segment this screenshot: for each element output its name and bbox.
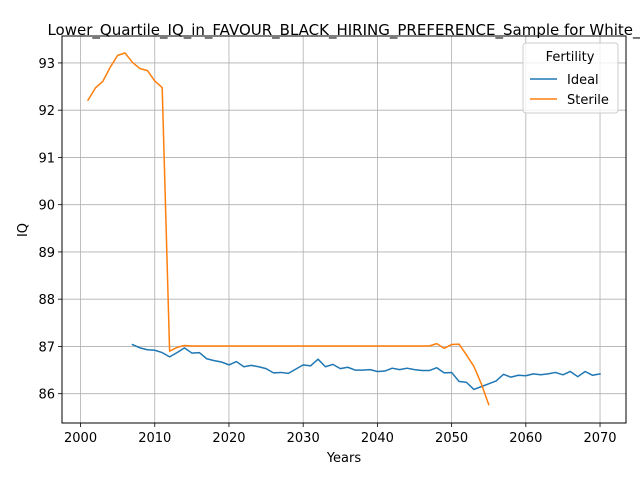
x-tick-label: 2000 — [64, 431, 97, 446]
legend-title: Fertility — [546, 50, 595, 65]
chart-title: Lower_Quartile_IQ_in_FAVOUR_BLACK_HIRING… — [47, 21, 640, 40]
legend: Fertility Ideal Sterile — [522, 42, 619, 114]
plot-frame — [61, 35, 627, 424]
legend-label-ideal: Ideal — [567, 73, 599, 88]
x-tick-label: 2050 — [435, 431, 468, 446]
series-line-sterile — [86, 52, 490, 406]
y-axis-label: IQ — [16, 223, 31, 237]
x-tick-label: 2060 — [509, 431, 542, 446]
legend-box — [522, 42, 619, 114]
y-tick-label: 88 — [38, 293, 55, 308]
x-axis-label: Years — [326, 451, 362, 466]
y-tick-label: 89 — [38, 246, 55, 261]
y-tick-label: 91 — [38, 151, 55, 166]
grid-lines — [62, 36, 626, 423]
y-tick-label: 92 — [38, 104, 55, 119]
y-tick-label: 87 — [38, 340, 55, 355]
series-line-ideal — [131, 343, 601, 391]
x-tick-label: 2070 — [583, 431, 616, 446]
x-tick-label: 2010 — [138, 431, 171, 446]
plot-lines — [86, 52, 601, 406]
y-tick-label: 90 — [38, 199, 55, 214]
x-tick-label: 2020 — [212, 431, 245, 446]
y-tick-label: 86 — [38, 388, 55, 403]
legend-label-sterile: Sterile — [567, 93, 609, 108]
x-tick-label: 2030 — [287, 431, 320, 446]
y-tick-label: 93 — [38, 57, 55, 72]
y-axis-ticks: 86 87 88 89 90 91 92 93 — [38, 57, 62, 403]
x-tick-label: 2040 — [361, 431, 394, 446]
x-axis-ticks: 2000 2010 2020 2030 2040 2050 2060 2070 — [64, 423, 617, 446]
